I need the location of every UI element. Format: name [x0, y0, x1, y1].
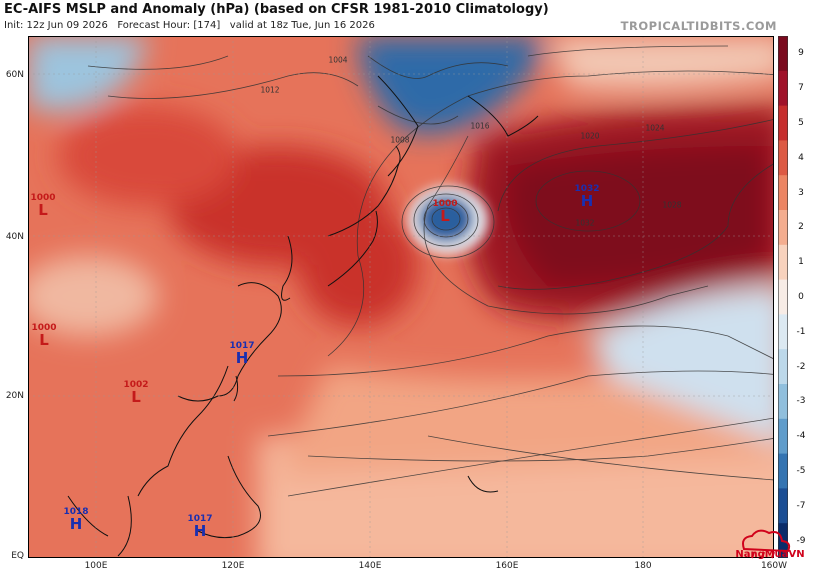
- anomaly-ne-blue: [588, 286, 774, 441]
- forecast-info: Init: 12z Jun 09 2026 Forecast Hour: [17…: [4, 20, 375, 31]
- colorbar-cell: [778, 175, 788, 211]
- colorbar-cell: [778, 36, 788, 72]
- cloud-rain-icon: [742, 529, 791, 559]
- high-center: 1032 H: [574, 184, 600, 210]
- colorbar-label: 1: [798, 257, 804, 268]
- isobar-label: 1020: [580, 131, 600, 141]
- colorbar-label: -1: [796, 326, 806, 337]
- site-brand: TROPICALTIDBITS.COM: [620, 19, 777, 33]
- colorbar-cell: [778, 140, 788, 176]
- colorbar-cell: [778, 384, 788, 420]
- lon-label-120e: 120E: [221, 561, 245, 571]
- anomaly-asia-warm-2: [58, 106, 238, 206]
- colorbar-label: 5: [798, 118, 804, 128]
- colorbar-label: 7: [798, 83, 804, 94]
- isobar-label: 1024: [645, 123, 665, 133]
- lat-label-20n: 20N: [5, 391, 24, 401]
- colorbar-cell: [778, 488, 788, 524]
- valid-time: valid at 18z Tue, Jun 16 2026: [229, 20, 375, 31]
- colorbar-cell: [778, 244, 788, 281]
- lon-label-160w: 160W: [760, 561, 788, 571]
- colorbar-label: 0: [798, 292, 804, 302]
- lat-label-eq: EQ: [11, 551, 24, 561]
- colorbar-cell: [778, 314, 788, 350]
- isobar-label: 1032: [575, 218, 595, 228]
- map-frame: [28, 36, 774, 558]
- colorbar-label: -9: [796, 535, 806, 546]
- colorbar-label: -4: [796, 431, 806, 442]
- colorbar-label: -3: [796, 396, 806, 407]
- colorbar-cell: [778, 279, 788, 315]
- colorbar-cell: [778, 349, 788, 385]
- isobar-label: 1016: [470, 121, 490, 131]
- init-time: Init: 12z Jun 09 2026: [4, 20, 108, 31]
- isobar-label: 1028: [662, 200, 682, 210]
- colorbar-label: 2: [798, 222, 804, 233]
- colorbar-cell: [778, 210, 788, 246]
- anomaly-nw-blue: [28, 36, 148, 111]
- lon-label-140e: 140E: [358, 561, 382, 571]
- high-center: 1017 H: [187, 514, 213, 540]
- colorbar-cell: [778, 453, 788, 489]
- colorbar-cell: [778, 105, 788, 141]
- lat-label-40n: 40N: [5, 232, 24, 242]
- watermark-text: NangMuaVN: [735, 549, 805, 560]
- low-center: 1000 L: [432, 199, 458, 225]
- anomaly-map: [28, 36, 774, 558]
- colorbar-label: 3: [798, 187, 804, 198]
- anomaly-pacific-core: [506, 146, 768, 286]
- low-core: [418, 195, 474, 243]
- low-center: 1002 L: [123, 380, 149, 406]
- colorbar-label: -5: [796, 466, 806, 476]
- high-center: 1017 H: [229, 341, 255, 367]
- colorbar-cell: [778, 418, 788, 455]
- high-center: 1018 H: [63, 507, 89, 533]
- colorbar-label: 9: [798, 48, 804, 59]
- lon-label-100e: 100E: [84, 561, 108, 571]
- isobar-label: 1012: [260, 85, 280, 95]
- lon-label-160e: 160E: [495, 561, 519, 571]
- isobar-label: 1004: [328, 55, 348, 65]
- coastlines: [67, 75, 539, 557]
- low-center: 1000 L: [31, 323, 57, 349]
- anomaly-north-light: [548, 36, 774, 90]
- isobar-label: 1008: [390, 135, 410, 145]
- isobars: [87, 45, 774, 497]
- low-center: 1000 L: [30, 193, 56, 219]
- graticule: [28, 36, 774, 558]
- anomaly-tibet-light: [28, 256, 158, 336]
- colorbar-label: -2: [796, 361, 806, 372]
- colorbar-label: -7: [796, 500, 806, 511]
- colorbar-cell: [778, 70, 788, 107]
- forecast-hour: Forecast Hour: [174]: [117, 20, 221, 31]
- lat-label-60n: 60N: [5, 70, 24, 80]
- chart-title: EC-AIFS MSLP and Anomaly (hPa) (based on…: [4, 2, 549, 17]
- anomaly-north-blue: [358, 36, 548, 134]
- colorbar: [778, 36, 788, 558]
- lon-label-180: 180: [634, 561, 652, 571]
- colorbar-label: 4: [798, 152, 804, 163]
